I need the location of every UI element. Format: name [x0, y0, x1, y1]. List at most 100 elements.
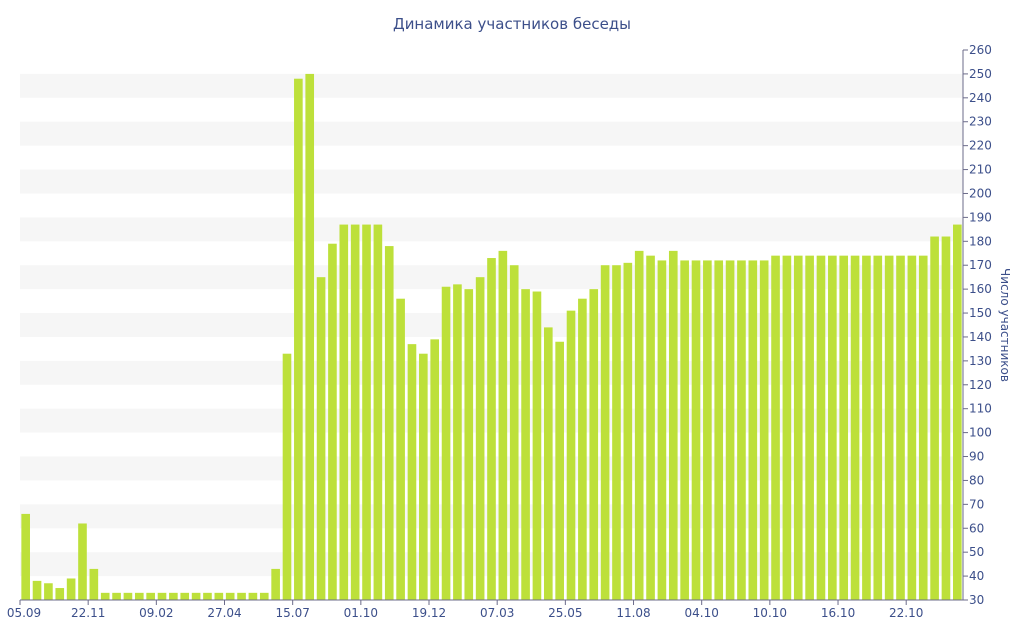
- x-tick-label: 05.09: [7, 606, 41, 620]
- bar: [498, 250, 508, 600]
- bar: [419, 353, 428, 600]
- bar: [134, 592, 144, 600]
- x-tick-label: 22.11: [71, 606, 105, 620]
- bar: [873, 255, 883, 600]
- y-tick-label: 40: [969, 569, 984, 583]
- bar: [112, 592, 121, 600]
- bar: [328, 243, 337, 600]
- bar: [668, 250, 678, 600]
- y-tick-label: 30: [969, 593, 984, 607]
- x-tick-label: 16.10: [821, 606, 855, 620]
- y-tick-label: 150: [969, 306, 992, 320]
- grid-band: [20, 217, 963, 242]
- bar: [918, 255, 928, 600]
- bar: [157, 592, 167, 600]
- y-tick-label: 70: [969, 497, 984, 511]
- bar: [55, 588, 65, 600]
- y-axis-title: Число участников: [998, 268, 1012, 382]
- bar: [680, 260, 689, 600]
- bar: [612, 265, 621, 600]
- bar: [225, 592, 235, 600]
- y-tick-label: 250: [969, 67, 992, 81]
- y-tick-label: 120: [969, 378, 992, 392]
- bar: [793, 255, 803, 600]
- bar: [180, 592, 190, 600]
- bar: [509, 265, 519, 600]
- bar: [44, 583, 53, 600]
- bar: [589, 289, 599, 600]
- bar: [294, 78, 303, 600]
- y-tick-label: 260: [969, 43, 992, 57]
- bar: [521, 289, 530, 600]
- y-tick-label: 220: [969, 139, 992, 153]
- x-tick-label: 01.10: [344, 606, 378, 620]
- y-tick-label: 110: [969, 402, 992, 416]
- bar: [623, 262, 633, 600]
- bar: [169, 592, 178, 600]
- y-tick-label: 90: [969, 450, 984, 464]
- x-tick-label: 11.08: [616, 606, 650, 620]
- bar: [350, 224, 360, 600]
- y-tick-label: 200: [969, 186, 992, 200]
- bar: [123, 592, 133, 600]
- bar: [941, 236, 951, 600]
- bar: [396, 298, 405, 600]
- bar: [316, 277, 326, 600]
- y-tick-label: 210: [969, 163, 992, 177]
- bar: [839, 255, 849, 600]
- bar: [453, 284, 462, 600]
- x-tick-label: 15.07: [275, 606, 309, 620]
- bar: [373, 224, 383, 600]
- grid-band: [20, 73, 963, 98]
- bar: [78, 523, 87, 600]
- y-tick-label: 50: [969, 545, 984, 559]
- bar: [782, 255, 792, 600]
- bar: [305, 73, 315, 600]
- y-tick-label: 60: [969, 521, 984, 535]
- y-tick-label: 160: [969, 282, 992, 296]
- grid-band: [20, 121, 963, 146]
- chart-title: Динамика участников беседы: [393, 15, 631, 33]
- bar: [566, 310, 576, 600]
- bar: [384, 246, 394, 600]
- bar: [362, 224, 371, 600]
- bar: [805, 255, 814, 600]
- y-tick-label: 180: [969, 234, 992, 248]
- bar: [203, 592, 212, 600]
- x-tick-label: 10.10: [753, 606, 787, 620]
- bar: [21, 513, 30, 600]
- bar: [271, 568, 280, 600]
- bar: [441, 286, 451, 600]
- x-tick-label: 22.10: [889, 606, 923, 620]
- bar: [771, 255, 780, 600]
- x-tick-label: 25.05: [548, 606, 582, 620]
- bar: [816, 255, 826, 600]
- y-tick-label: 170: [969, 258, 992, 272]
- y-tick-label: 100: [969, 426, 992, 440]
- bar: [146, 592, 155, 600]
- bar: [657, 260, 667, 600]
- bar: [100, 592, 110, 600]
- bars: [21, 73, 962, 600]
- y-tick-label: 230: [969, 115, 992, 129]
- bar: [339, 224, 349, 600]
- bar: [237, 592, 246, 600]
- y-tick-label: 130: [969, 354, 992, 368]
- bar: [475, 277, 485, 600]
- y-tick-label: 190: [969, 210, 992, 224]
- bar: [543, 327, 553, 600]
- bar: [259, 592, 269, 600]
- bar: [884, 255, 894, 600]
- bar: [862, 255, 871, 600]
- bar: [555, 341, 564, 600]
- y-axis: 30 40 50 60 70 80 90 100 110 120 130 140 150 160 170 18…: [963, 43, 992, 607]
- bar: [828, 255, 837, 600]
- x-axis: 05.09 22.11 09.02 27.04 15.07 01.10 19.12 07.03…: [7, 600, 923, 620]
- grid-band: [20, 169, 963, 194]
- bar: [896, 255, 905, 600]
- bar: [487, 258, 496, 600]
- bar: [907, 255, 917, 600]
- bar: [850, 255, 860, 600]
- y-tick-label: 240: [969, 91, 992, 105]
- bar: [282, 353, 292, 600]
